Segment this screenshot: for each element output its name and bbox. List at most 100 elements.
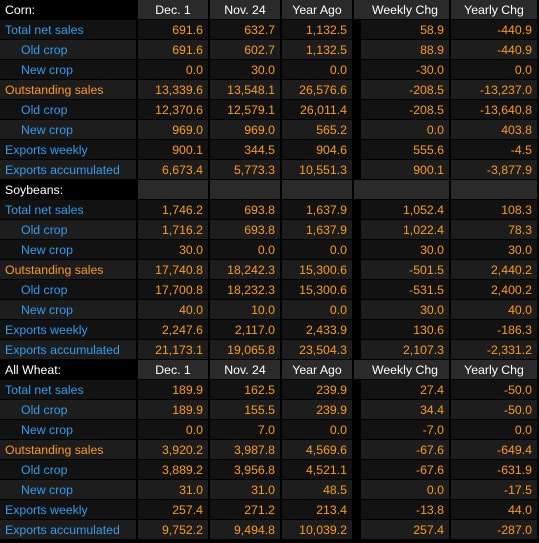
column-gap bbox=[354, 260, 361, 280]
cell-nov-24: 30.0 bbox=[210, 60, 282, 80]
row-label: New crop bbox=[0, 120, 138, 140]
cell-dec-1: 30.0 bbox=[138, 240, 210, 260]
cell-weekly-chg: 30.0 bbox=[361, 300, 451, 320]
row-label: Exports accumulated bbox=[0, 520, 138, 540]
cell-yearly-chg: -631.9 bbox=[451, 460, 539, 480]
column-header-yearly-chg: Yearly Chg bbox=[451, 0, 539, 20]
cell-yearly-chg: 403.8 bbox=[451, 120, 539, 140]
cell-dec-1: 9,752.2 bbox=[138, 520, 210, 540]
table-row[interactable]: Outstanding sales 17,740.8 18,242.3 15,300.… bbox=[0, 260, 539, 280]
table-row[interactable]: New crop 31.0 31.0 48.5 0.0 -17.5 bbox=[0, 480, 539, 500]
section-title: All Wheat: bbox=[0, 360, 138, 380]
column-gap bbox=[354, 280, 361, 300]
table-row[interactable]: New crop 0.0 7.0 0.0 -7.0 0.0 bbox=[0, 420, 539, 440]
cell-nov-24: 10.0 bbox=[210, 300, 282, 320]
column-header-blank bbox=[282, 180, 354, 200]
column-gap bbox=[354, 140, 361, 160]
cell-weekly-chg: 27.4 bbox=[361, 380, 451, 400]
table-row[interactable]: New crop 30.0 0.0 0.0 30.0 30.0 bbox=[0, 240, 539, 260]
cell-yearly-chg: -50.0 bbox=[451, 380, 539, 400]
column-gap bbox=[354, 300, 361, 320]
table-row[interactable]: Old crop 17,700.8 18,232.3 15,300.6 -531.5 2,… bbox=[0, 280, 539, 300]
table-row[interactable]: Exports weekly 2,247.6 2,117.0 2,433.9 130.6… bbox=[0, 320, 539, 340]
column-gap bbox=[354, 100, 361, 120]
column-header-weekly-chg: Weekly Chg bbox=[361, 0, 451, 20]
table-row[interactable]: Exports weekly 257.4 271.2 213.4 -13.8 44.0 bbox=[0, 500, 539, 520]
column-gap bbox=[354, 460, 361, 480]
table-row[interactable]: Exports accumulated 9,752.2 9,494.8 10,039.… bbox=[0, 520, 539, 540]
cell-nov-24: 2,117.0 bbox=[210, 320, 282, 340]
cell-nov-24: 632.7 bbox=[210, 20, 282, 40]
column-header-dec-1: Dec. 1 bbox=[138, 0, 210, 20]
column-gap bbox=[354, 440, 361, 460]
column-gap bbox=[354, 0, 361, 20]
table-row[interactable]: Old crop 1,716.2 693.8 1,637.9 1,022.4 78.3 bbox=[0, 220, 539, 240]
table-row[interactable]: Total net sales 691.6 632.7 1,132.5 58.9 -440… bbox=[0, 20, 539, 40]
cell-yearly-chg: 40.0 bbox=[451, 300, 539, 320]
column-gap bbox=[354, 220, 361, 240]
column-gap bbox=[354, 340, 361, 360]
column-gap bbox=[354, 40, 361, 60]
cell-year-ago: 1,132.5 bbox=[282, 40, 354, 60]
cell-year-ago: 1,637.9 bbox=[282, 220, 354, 240]
row-label: Total net sales bbox=[0, 20, 138, 40]
column-header-blank bbox=[138, 180, 210, 200]
row-label: New crop bbox=[0, 60, 138, 80]
cell-nov-24: 5,773.3 bbox=[210, 160, 282, 180]
cell-year-ago: 4,569.6 bbox=[282, 440, 354, 460]
column-gap bbox=[354, 320, 361, 340]
cell-year-ago: 15,300.6 bbox=[282, 280, 354, 300]
table-row[interactable]: Old crop 189.9 155.5 239.9 34.4 -50.0 bbox=[0, 400, 539, 420]
cell-dec-1: 691.6 bbox=[138, 40, 210, 60]
column-gap bbox=[354, 160, 361, 180]
cell-dec-1: 257.4 bbox=[138, 500, 210, 520]
cell-yearly-chg: -13,640.8 bbox=[451, 100, 539, 120]
cell-nov-24: 693.8 bbox=[210, 200, 282, 220]
cell-year-ago: 0.0 bbox=[282, 60, 354, 80]
table-row[interactable]: Outstanding sales 13,339.6 13,548.1 26,576.… bbox=[0, 80, 539, 100]
column-gap bbox=[354, 520, 361, 540]
table-row[interactable]: Total net sales 189.9 162.5 239.9 27.4 -50.0 bbox=[0, 380, 539, 400]
cell-dec-1: 21,173.1 bbox=[138, 340, 210, 360]
section-title: Corn: bbox=[0, 0, 138, 20]
column-header-blank bbox=[210, 180, 282, 200]
table-row[interactable]: Outstanding sales 3,920.2 3,987.8 4,569.6 -6… bbox=[0, 440, 539, 460]
row-label: Old crop bbox=[0, 460, 138, 480]
table-row[interactable]: New crop 40.0 10.0 0.0 30.0 40.0 bbox=[0, 300, 539, 320]
cell-nov-24: 0.0 bbox=[210, 240, 282, 260]
cell-nov-24: 7.0 bbox=[210, 420, 282, 440]
table-row[interactable]: Exports weekly 900.1 344.5 904.6 555.6 -4.5 bbox=[0, 140, 539, 160]
column-gap bbox=[354, 180, 361, 200]
cell-year-ago: 0.0 bbox=[282, 300, 354, 320]
table-row[interactable]: New crop 969.0 969.0 565.2 0.0 403.8 bbox=[0, 120, 539, 140]
table-row[interactable]: Old crop 691.6 602.7 1,132.5 88.9 -440.9 bbox=[0, 40, 539, 60]
cell-weekly-chg: -13.8 bbox=[361, 500, 451, 520]
column-gap bbox=[354, 120, 361, 140]
cell-dec-1: 2,247.6 bbox=[138, 320, 210, 340]
row-label: Exports accumulated bbox=[0, 160, 138, 180]
cell-year-ago: 10,551.3 bbox=[282, 160, 354, 180]
row-label: Old crop bbox=[0, 400, 138, 420]
cell-yearly-chg: -13,237.0 bbox=[451, 80, 539, 100]
table-row[interactable]: Exports accumulated 6,673.4 5,773.3 10,551.… bbox=[0, 160, 539, 180]
column-gap bbox=[354, 400, 361, 420]
table-row[interactable]: Total net sales 1,746.2 693.8 1,637.9 1,052.… bbox=[0, 200, 539, 220]
cell-yearly-chg: -3,877.9 bbox=[451, 160, 539, 180]
section-header: Soybeans: bbox=[0, 180, 539, 200]
table-row[interactable]: Old crop 3,889.2 3,956.8 4,521.1 -67.6 -631.9 bbox=[0, 460, 539, 480]
cell-yearly-chg: -287.0 bbox=[451, 520, 539, 540]
column-gap bbox=[354, 240, 361, 260]
row-label: Exports weekly bbox=[0, 320, 138, 340]
column-gap bbox=[354, 480, 361, 500]
column-header-year-ago: Year Ago bbox=[282, 360, 354, 380]
column-gap bbox=[354, 500, 361, 520]
cell-dec-1: 969.0 bbox=[138, 120, 210, 140]
cell-nov-24: 602.7 bbox=[210, 40, 282, 60]
table-row[interactable]: Exports accumulated 21,173.1 19,065.8 23,50… bbox=[0, 340, 539, 360]
cell-year-ago: 239.9 bbox=[282, 400, 354, 420]
cell-nov-24: 9,494.8 bbox=[210, 520, 282, 540]
table-row[interactable]: New crop 0.0 30.0 0.0 -30.0 0.0 bbox=[0, 60, 539, 80]
table-row[interactable]: Old crop 12,370.6 12,579.1 26,011.4 -208.5 -1… bbox=[0, 100, 539, 120]
column-header-weekly-chg: Weekly Chg bbox=[361, 360, 451, 380]
